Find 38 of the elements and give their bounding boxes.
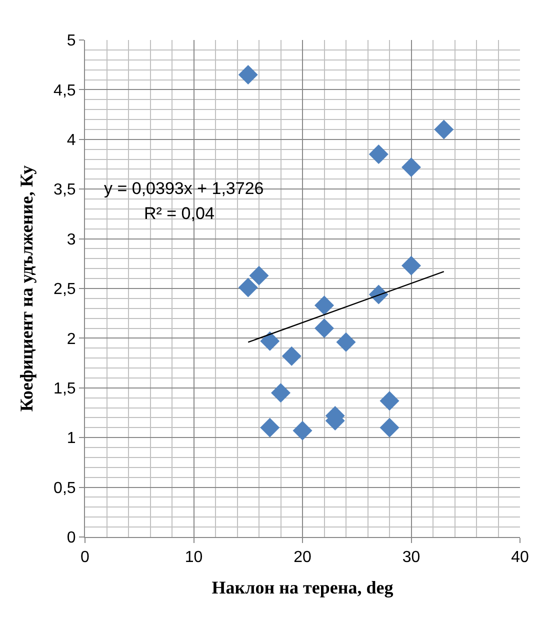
point [260,331,280,351]
point [249,266,269,286]
point [238,65,258,85]
x-tick-label: 10 [184,549,203,566]
point [238,278,258,298]
x-axis-title: Наклон на терена, deg [212,577,394,598]
x-tick-label: 30 [402,549,420,566]
point [282,346,302,366]
point [368,284,388,304]
y-tick-label: 3,5 [54,182,76,199]
point [314,296,334,316]
point [336,332,356,352]
x-tick-label: 0 [80,549,90,566]
point [271,383,290,403]
point [314,318,334,338]
point [260,418,280,438]
point [368,144,388,164]
y-tick-label: 0 [66,530,76,547]
y-tick-label: 1,5 [54,380,76,398]
x-tick-label: 20 [294,549,312,566]
y-tick-label: 5 [66,32,76,50]
y-tick-label: 4,5 [54,82,76,100]
point [402,157,421,177]
y-tick-label: 0,5 [54,480,76,497]
point [292,420,312,440]
point [434,120,454,140]
y-axis-title: Коефициент на удължение, Ку [16,165,37,412]
y-tick-label: 1 [66,430,76,448]
y-tick-label: 2,5 [54,281,76,298]
y-tick-label: 4 [66,132,76,149]
point [402,256,421,276]
annotation: y = 0,0393x + 1,3726 [104,179,264,198]
y-tick-label: 2 [66,330,76,348]
x-tick-label: 40 [511,549,529,566]
y-tick-label: 3 [66,231,76,248]
annotation: R² = 0,04 [144,204,214,223]
point [380,418,400,438]
point [380,391,400,411]
